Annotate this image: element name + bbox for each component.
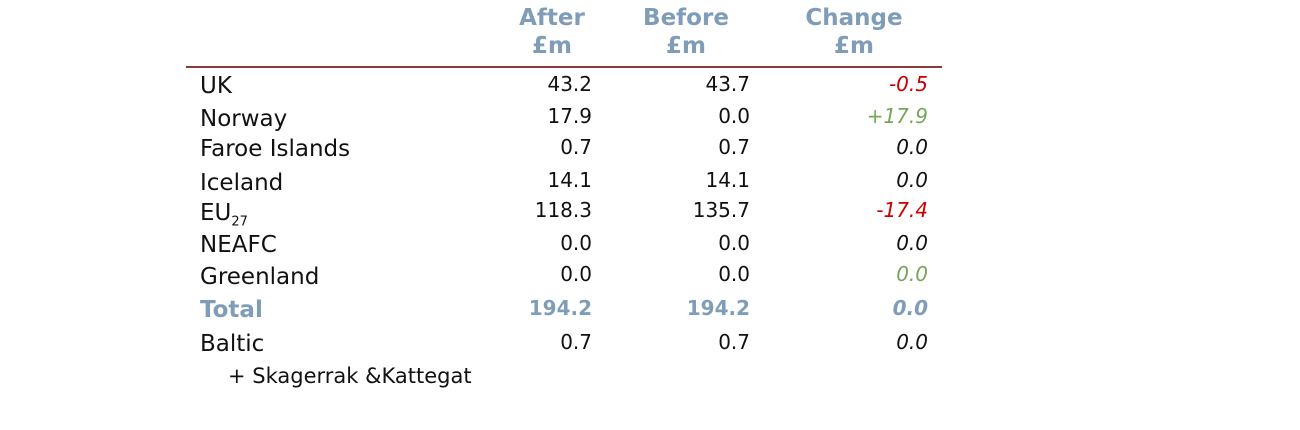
row-label-baltic: Baltic	[200, 331, 265, 357]
total-after: 194.2	[528, 296, 592, 320]
row-label-greenland: Greenland	[200, 264, 320, 290]
header-before-name: Before	[643, 5, 729, 31]
row-label-norway: Norway	[200, 106, 288, 132]
header-change: Change £m	[794, 4, 914, 60]
uk-change: -0.5	[888, 72, 928, 96]
row-label-uk: UK	[200, 73, 232, 99]
total-change: 0.0	[892, 296, 928, 320]
greenland-after: 0.0	[560, 262, 592, 286]
neafc-after: 0.0	[560, 231, 592, 255]
uk-after: 43.2	[547, 72, 592, 96]
row-label-neafc: NEAFC	[200, 232, 277, 258]
row-label-faroe-islands: Faroe Islands	[200, 136, 351, 162]
header-rule	[186, 66, 942, 68]
baltic-after: 0.7	[560, 330, 592, 354]
header-after: After £m	[502, 4, 602, 60]
norway-after: 17.9	[547, 104, 592, 128]
faroe-islands-change: 0.0	[896, 135, 928, 159]
header-before: Before £m	[626, 4, 746, 60]
faroe-islands-after: 0.7	[560, 135, 592, 159]
row-label-total: Total	[200, 297, 263, 323]
eu-label: EU	[200, 200, 232, 226]
norway-change: +17.9	[866, 104, 928, 128]
eu27-before: 135.7	[692, 198, 750, 222]
row-label-baltic-line2: + Skagerrak &Kattegat	[228, 364, 472, 388]
faroe-islands-before: 0.7	[718, 135, 750, 159]
eu27-after: 118.3	[534, 198, 592, 222]
eu-label-sub: 27	[231, 214, 248, 230]
iceland-before: 14.1	[705, 168, 750, 192]
eu27-change: -17.4	[876, 198, 928, 222]
header-after-name: After	[519, 5, 585, 31]
neafc-before: 0.0	[718, 231, 750, 255]
neafc-change: 0.0	[896, 231, 928, 255]
iceland-after: 14.1	[547, 168, 592, 192]
header-after-unit: £m	[532, 33, 572, 59]
greenland-before: 0.0	[718, 262, 750, 286]
norway-before: 0.0	[718, 104, 750, 128]
iceland-change: 0.0	[896, 168, 928, 192]
row-label-eu27: EU27	[200, 199, 248, 237]
total-before: 194.2	[686, 296, 750, 320]
row-label-iceland: Iceland	[200, 170, 284, 196]
baltic-change: 0.0	[896, 330, 928, 354]
header-change-name: Change	[805, 5, 903, 31]
greenland-change: 0.0	[896, 262, 928, 286]
header-before-unit: £m	[666, 33, 706, 59]
uk-before: 43.7	[705, 72, 750, 96]
header-change-unit: £m	[834, 33, 874, 59]
baltic-before: 0.7	[718, 330, 750, 354]
